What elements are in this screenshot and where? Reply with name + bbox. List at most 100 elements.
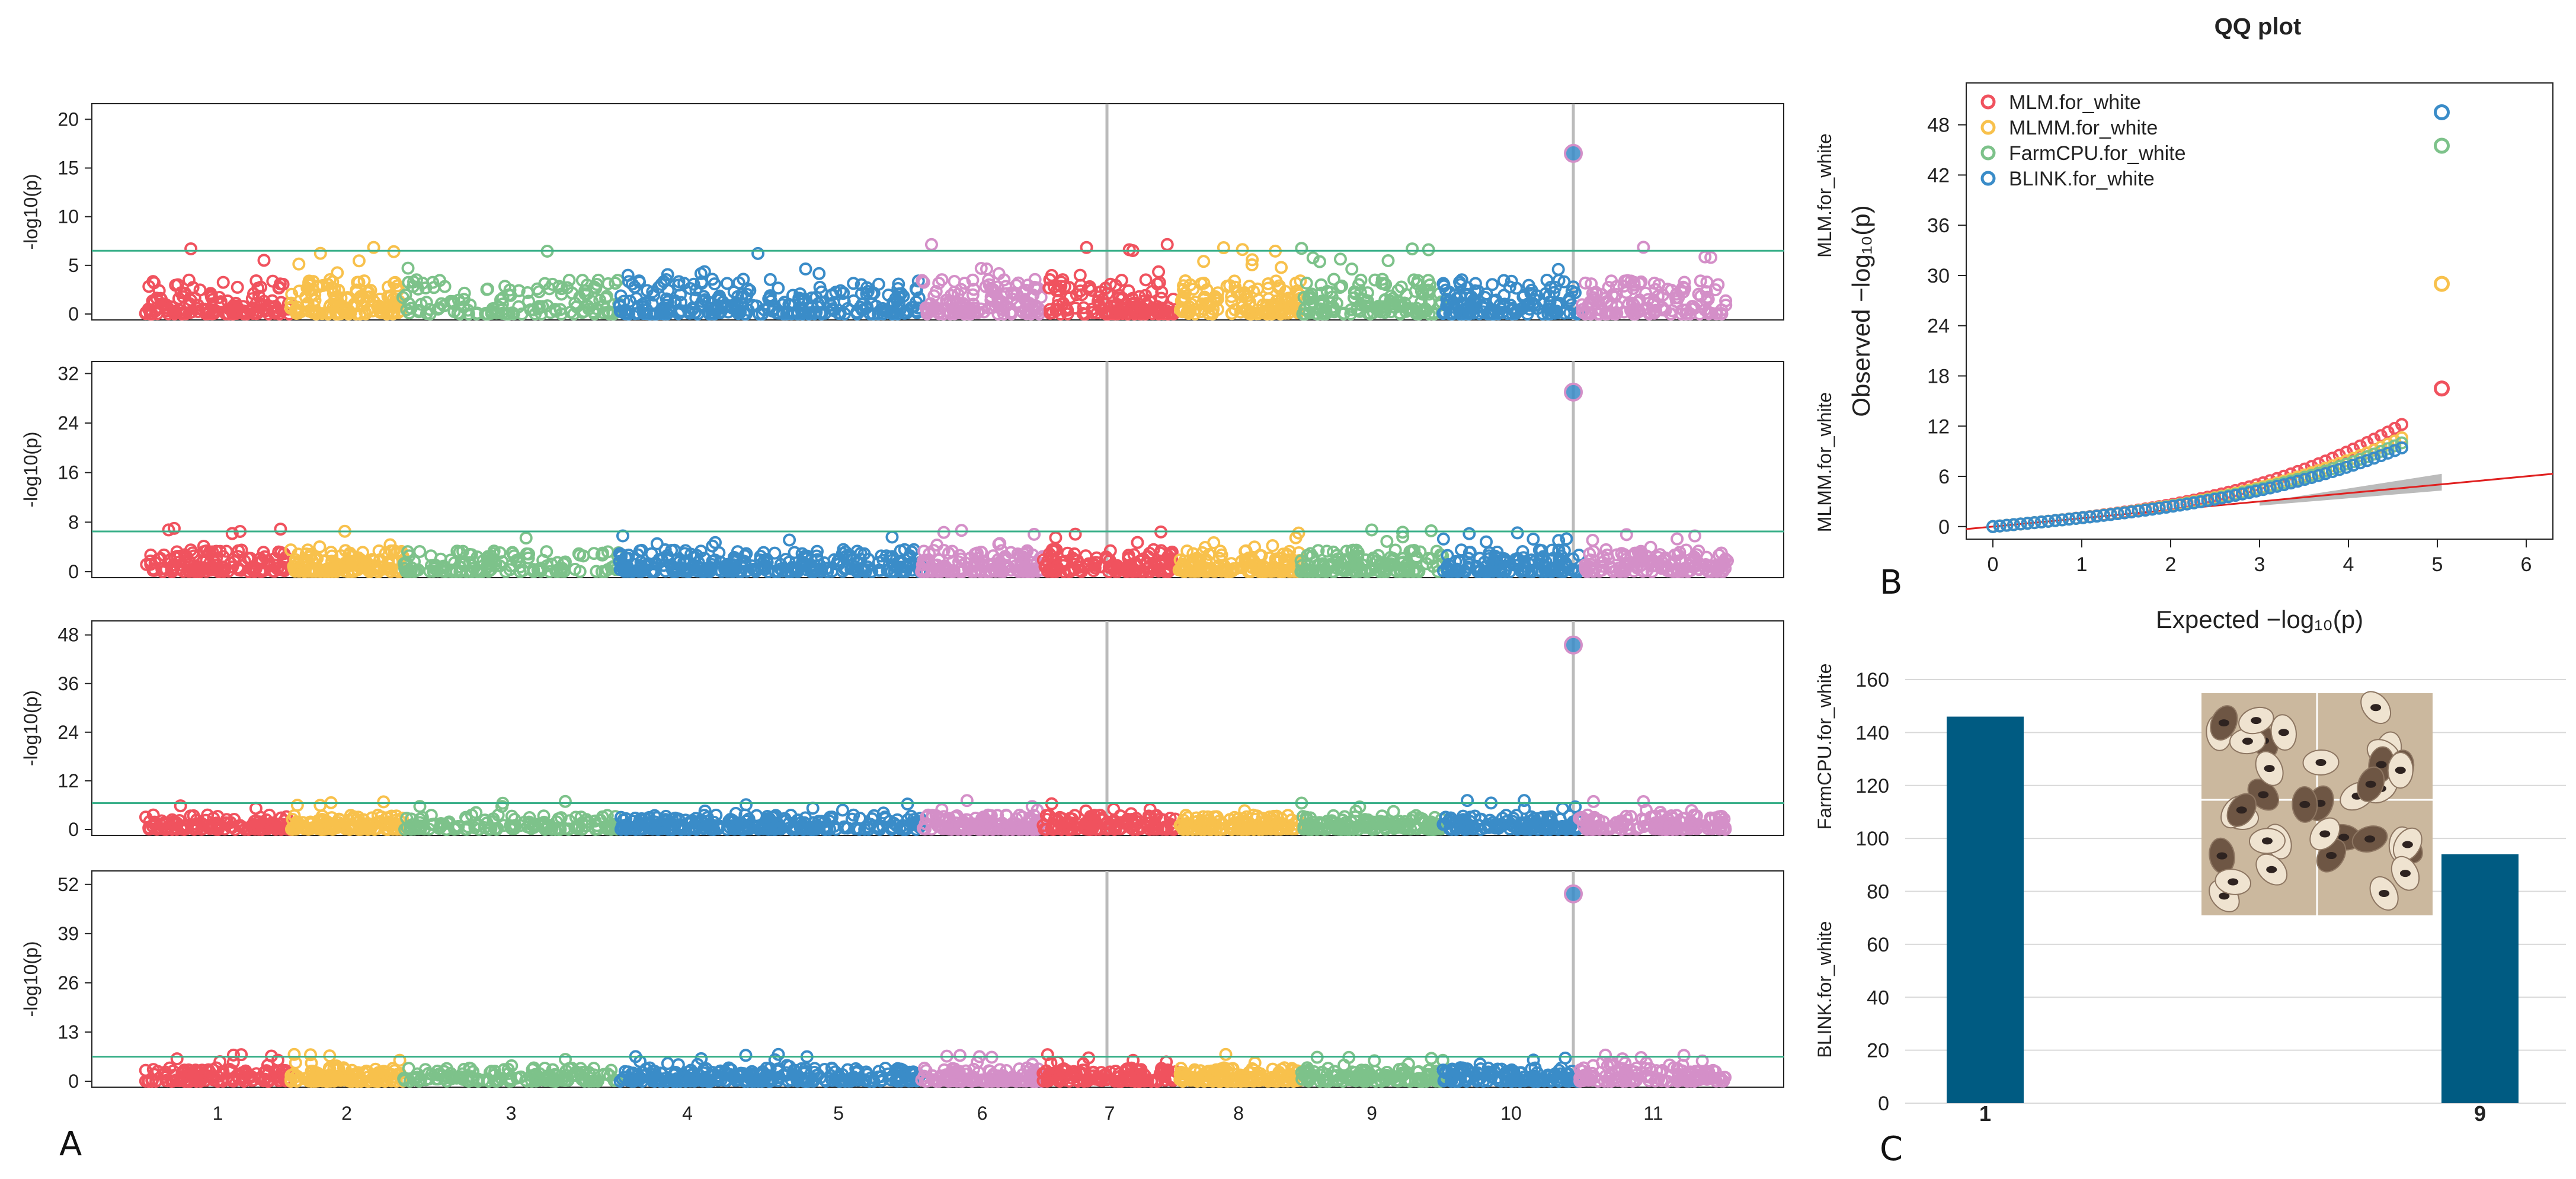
- snp-point: [1345, 262, 1359, 276]
- snp-point: [1598, 292, 1611, 306]
- snp-point: [1319, 564, 1333, 578]
- snp-point: [1316, 557, 1330, 571]
- y-tick-label: 5: [68, 255, 79, 276]
- snp-point: [321, 307, 335, 321]
- snp-point: [1029, 302, 1043, 315]
- snp-point: [259, 304, 273, 318]
- snp-point: [1480, 535, 1493, 549]
- y-tick-label: 0: [68, 819, 79, 840]
- snp-point: [323, 273, 337, 287]
- snp-point: [433, 301, 446, 315]
- snp-point: [1129, 306, 1143, 320]
- snp-point: [694, 298, 708, 312]
- snp-point: [1453, 555, 1467, 568]
- snp-point: [616, 529, 629, 543]
- snp-point: [1617, 547, 1631, 561]
- snp-point: [1242, 307, 1256, 321]
- snp-point: [1009, 559, 1023, 572]
- snp-point: [1246, 253, 1259, 267]
- snp-point: [622, 307, 635, 321]
- snp-point: [171, 278, 185, 291]
- snp-point: [409, 273, 423, 287]
- snp-point: [1245, 258, 1259, 271]
- snp-point: [1048, 558, 1062, 572]
- snp-point: [313, 246, 327, 260]
- snp-point: [708, 536, 722, 549]
- snp-point: [650, 537, 664, 550]
- snp-point: [286, 813, 299, 826]
- snp-point: [220, 544, 233, 558]
- snp-point: [1197, 255, 1211, 268]
- snp-point: [338, 544, 352, 558]
- snp-point: [600, 290, 613, 303]
- snp-point: [1173, 553, 1187, 567]
- snp-point: [885, 550, 899, 563]
- snp-point: [640, 303, 654, 316]
- snp-point: [1391, 284, 1405, 297]
- snp-point: [1326, 565, 1340, 578]
- snp-point: [1320, 544, 1334, 558]
- snp-point: [725, 559, 739, 572]
- snp-point: [916, 558, 929, 572]
- snp-point: [1647, 306, 1661, 320]
- snp-point: [1596, 556, 1609, 569]
- snp-point: [1584, 558, 1598, 571]
- snp-point: [1234, 288, 1247, 302]
- snp-point: [1380, 534, 1394, 548]
- snp-point: [855, 563, 869, 576]
- snp-point: [738, 549, 752, 563]
- snp-point: [1360, 565, 1374, 578]
- snp-point: [1522, 558, 1536, 571]
- snp-point: [818, 306, 832, 320]
- snp-point: [493, 546, 507, 560]
- snp-point: [1532, 563, 1546, 577]
- snp-point: [146, 563, 160, 577]
- snp-point: [640, 284, 654, 297]
- snp-point: [974, 545, 988, 559]
- snp-point: [184, 242, 198, 255]
- snp-point: [709, 303, 723, 316]
- snp-point: [1236, 243, 1249, 257]
- snp-point: [724, 812, 737, 826]
- snp-point: [162, 307, 175, 321]
- snp-point: [1510, 306, 1524, 319]
- y-tick-label: 8: [68, 511, 79, 533]
- snp-point: [493, 559, 507, 573]
- snp-point: [331, 816, 345, 829]
- snp-point: [1539, 565, 1553, 578]
- snp-point: [456, 544, 470, 558]
- snp-point: [462, 307, 475, 321]
- snp-point: [174, 799, 187, 813]
- snp-point: [991, 553, 1005, 566]
- snp-point: [1009, 298, 1023, 312]
- snp-point: [665, 812, 679, 826]
- snp-point: [930, 558, 944, 572]
- snp-point: [692, 556, 705, 569]
- snp-point: [313, 540, 327, 553]
- snp-point: [1474, 563, 1487, 576]
- snp-point: [424, 809, 438, 822]
- snp-point: [1620, 528, 1633, 542]
- snp-point: [1556, 802, 1570, 815]
- snp-point: [767, 302, 781, 316]
- snp-point: [1177, 279, 1191, 293]
- snp-point: [871, 307, 885, 321]
- snp-point: [1062, 565, 1076, 578]
- snp-point: [861, 285, 875, 299]
- snp-point: [1145, 307, 1159, 321]
- snp-point: [1223, 278, 1237, 292]
- snp-point: [727, 285, 741, 299]
- snp-point: [591, 822, 605, 836]
- snp-point: [301, 543, 315, 557]
- snp-point: [308, 553, 322, 566]
- snp-point: [1107, 802, 1121, 816]
- snp-point: [313, 799, 327, 812]
- snp-point: [677, 555, 691, 569]
- snp-point: [1138, 307, 1152, 321]
- snp-point: [1704, 251, 1718, 264]
- snp-point: [739, 798, 753, 812]
- snp-point: [709, 808, 723, 822]
- snp-point: [302, 565, 315, 578]
- snp-point: [1192, 564, 1206, 578]
